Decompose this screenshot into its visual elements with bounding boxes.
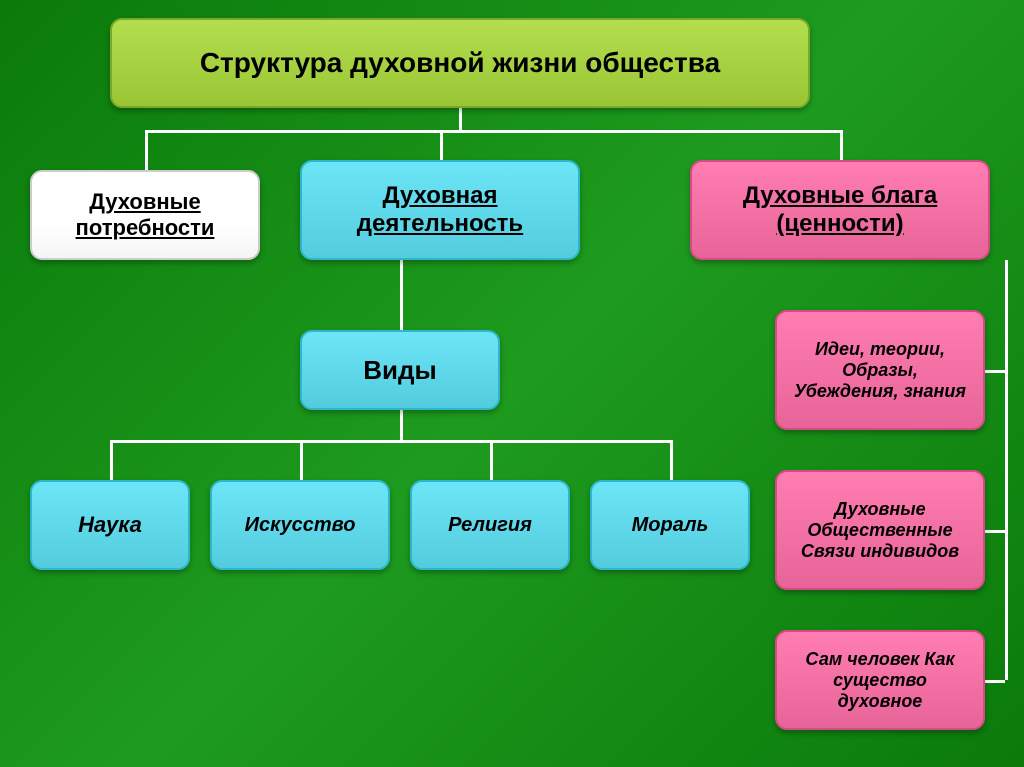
node-connections: Духовные Общественные Связи индивидов: [775, 470, 985, 590]
connector: [145, 130, 148, 170]
connector: [985, 370, 1005, 373]
node-goods: Духовные блага (ценности): [690, 160, 990, 260]
node-label: Идеи, теории, Образы, Убеждения, знания: [789, 339, 971, 402]
node-label: Духовные Общественные Связи индивидов: [789, 499, 971, 562]
node-art: Искусство: [210, 480, 390, 570]
node-science: Наука: [30, 480, 190, 570]
connector: [490, 440, 493, 480]
node-label: Духовные блага (ценности): [704, 182, 976, 238]
connector: [110, 440, 113, 480]
node-activity: Духовная деятельность: [300, 160, 580, 260]
node-types: Виды: [300, 330, 500, 410]
connector: [985, 530, 1005, 533]
connector: [300, 440, 303, 480]
node-needs: Духовные потребности: [30, 170, 260, 260]
node-label: Духовная деятельность: [314, 182, 566, 238]
connector: [400, 410, 403, 440]
node-label: Наука: [78, 512, 142, 538]
node-label: Искусство: [245, 514, 356, 537]
node-morality: Мораль: [590, 480, 750, 570]
node-label: Виды: [363, 355, 436, 386]
connector: [145, 130, 840, 133]
connector: [110, 440, 670, 443]
node-label: Духовные потребности: [44, 189, 246, 241]
node-religion: Религия: [410, 480, 570, 570]
connector: [840, 130, 843, 160]
node-person: Сам человек Как существо духовное: [775, 630, 985, 730]
node-root: Структура духовной жизни общества: [110, 18, 810, 108]
connector: [400, 260, 403, 330]
node-label: Структура духовной жизни общества: [200, 47, 720, 79]
node-ideas: Идеи, теории, Образы, Убеждения, знания: [775, 310, 985, 430]
connector: [985, 680, 1005, 683]
node-label: Религия: [448, 514, 532, 537]
node-label: Сам человек Как существо духовное: [789, 649, 971, 712]
connector: [459, 108, 462, 130]
connector: [670, 440, 673, 480]
connector: [440, 130, 443, 160]
node-label: Мораль: [632, 514, 709, 537]
connector: [1005, 260, 1008, 680]
